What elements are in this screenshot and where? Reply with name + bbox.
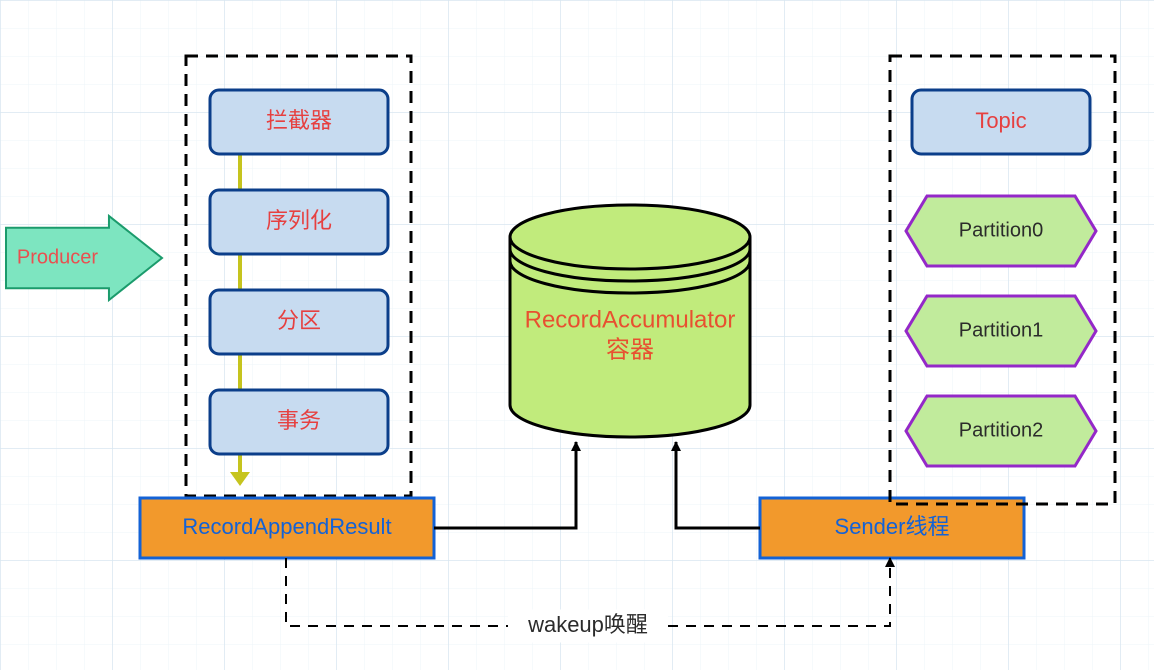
processing-step-label: 事务 [277, 408, 321, 433]
topic-label: Topic [975, 108, 1026, 133]
partition-hexagon: Partition2 [906, 396, 1096, 466]
record-append-result: RecordAppendResult [140, 498, 434, 558]
record-append-result-label: RecordAppendResult [182, 514, 391, 539]
processing-step-label: 分区 [277, 308, 321, 333]
processing-step-label: 拦截器 [266, 108, 332, 133]
partition-label: Partition1 [959, 319, 1044, 341]
processing-step: 分区 [210, 290, 388, 354]
processing-step: 事务 [210, 390, 388, 454]
sender-box: Sender线程 [760, 498, 1024, 558]
partition-label: Partition2 [959, 419, 1044, 441]
partition-hexagon: Partition1 [906, 296, 1096, 366]
partition-label: Partition0 [959, 219, 1044, 241]
sender-label: Sender线程 [835, 514, 950, 539]
wakeup-label: wakeup唤醒 [527, 612, 648, 637]
partition-hexagon: Partition0 [906, 196, 1096, 266]
processing-step: 拦截器 [210, 90, 388, 154]
record-accumulator: RecordAccumulator 容器 [510, 205, 750, 437]
accumulator-label-1: RecordAccumulator [525, 306, 736, 333]
processing-step: 序列化 [210, 190, 388, 254]
topic-box: Topic [912, 90, 1090, 154]
producer-label: Producer [17, 246, 98, 268]
processing-step-label: 序列化 [266, 208, 332, 233]
accumulator-label-2: 容器 [606, 336, 654, 363]
